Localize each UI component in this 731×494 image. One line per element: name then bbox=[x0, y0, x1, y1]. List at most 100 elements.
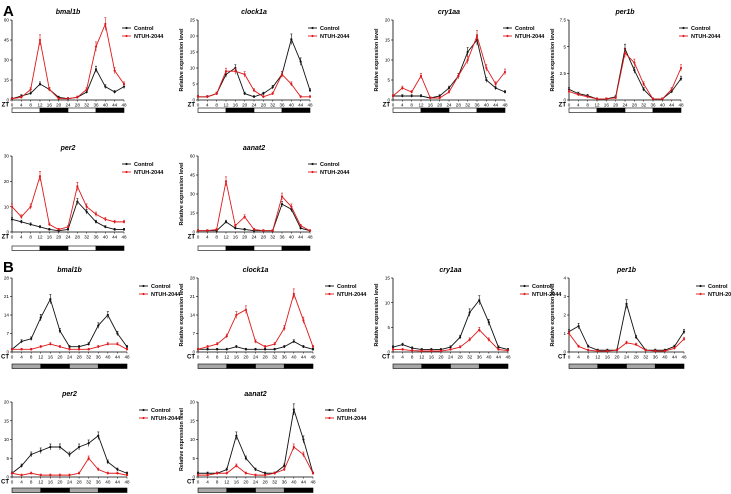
chart-a-cry1aa: cry1aa Relative expression level 0 5 10 15 20 0… bbox=[374, 9, 545, 113]
data-point bbox=[85, 205, 88, 208]
data-point bbox=[623, 51, 627, 55]
data-point bbox=[10, 205, 14, 208]
data-point bbox=[567, 332, 571, 335]
data-point bbox=[290, 38, 293, 41]
x-tick-label: 0 bbox=[392, 103, 395, 108]
x-tick-label: 20 bbox=[242, 103, 248, 108]
x-tick-label: 28 bbox=[77, 480, 83, 485]
chart-b-clock1a: clock1a Relative expression level 0 7 14 21 28… bbox=[179, 267, 367, 369]
y-tick-label: 2 bbox=[563, 313, 566, 318]
x-tick-label: 4 bbox=[20, 103, 23, 108]
data-point bbox=[252, 228, 256, 231]
x-tick-label: 16 bbox=[428, 103, 434, 108]
data-point bbox=[87, 442, 90, 445]
data-point bbox=[49, 445, 52, 449]
data-point bbox=[29, 92, 32, 95]
data-point bbox=[679, 66, 683, 70]
y-tick-label: 2.5 bbox=[560, 71, 567, 76]
y-tick-label: 0 bbox=[387, 350, 390, 355]
x-tick-label: 16 bbox=[47, 103, 53, 108]
legend-marker bbox=[142, 408, 145, 412]
data-point bbox=[292, 340, 295, 343]
data-point bbox=[410, 94, 413, 98]
legend-label: NTUH-2044 bbox=[151, 292, 181, 298]
data-point bbox=[503, 70, 507, 74]
data-point bbox=[216, 348, 219, 351]
data-point bbox=[49, 474, 52, 477]
x-axis-prefix: ZT bbox=[383, 103, 391, 109]
data-point bbox=[20, 474, 23, 477]
x-tick-label: 4 bbox=[577, 355, 580, 360]
data-point bbox=[125, 348, 129, 351]
legend-marker bbox=[328, 416, 331, 420]
chart-title: cry1aa bbox=[439, 267, 461, 274]
data-point bbox=[244, 457, 248, 460]
data-point bbox=[243, 92, 246, 95]
x-tick-label: 32 bbox=[465, 103, 471, 108]
x-axis-prefix: CT bbox=[187, 355, 195, 361]
y-tick-label: 20 bbox=[190, 400, 196, 405]
data-point bbox=[30, 337, 33, 340]
data-point bbox=[225, 335, 228, 338]
lighting-bar-segment bbox=[596, 107, 626, 113]
x-tick-label: 0 bbox=[568, 355, 571, 360]
x-tick-label: 28 bbox=[456, 103, 462, 108]
data-point bbox=[215, 228, 218, 231]
chart-b-bmal1b: bmal1bRelative expression level071421280… bbox=[1, 267, 181, 369]
data-point bbox=[106, 313, 109, 317]
data-point bbox=[587, 349, 590, 352]
data-point bbox=[57, 228, 60, 231]
x-tick-label: 40 bbox=[291, 480, 297, 485]
data-point bbox=[642, 82, 645, 86]
lighting-bar-segment bbox=[478, 363, 509, 369]
x-tick-label: 44 bbox=[669, 103, 675, 108]
y-tick-label: 21 bbox=[190, 294, 196, 299]
y-tick-label: 45 bbox=[4, 38, 10, 43]
data-point bbox=[235, 464, 238, 467]
data-point bbox=[77, 345, 81, 348]
data-point bbox=[299, 227, 302, 230]
x-tick-label: 32 bbox=[272, 355, 278, 360]
x-tick-label: 20 bbox=[243, 355, 249, 360]
legend-marker bbox=[142, 292, 145, 296]
x-tick-label: 40 bbox=[289, 103, 295, 108]
data-point bbox=[77, 445, 81, 449]
data-point bbox=[206, 474, 209, 477]
x-tick-label: 44 bbox=[493, 103, 499, 108]
data-point bbox=[113, 90, 116, 94]
data-point bbox=[308, 89, 312, 92]
chart-title: bmal1b bbox=[56, 9, 81, 16]
data-point bbox=[280, 195, 284, 198]
lighting-bar-segment bbox=[654, 363, 685, 369]
lighting-bar-segment bbox=[253, 245, 283, 251]
data-point bbox=[29, 223, 32, 226]
x-tick-label: 36 bbox=[477, 355, 483, 360]
data-point bbox=[234, 227, 237, 230]
y-tick-label: 0 bbox=[192, 98, 195, 103]
x-tick-label: 44 bbox=[496, 355, 502, 360]
chart-a-bmal1b: bmal1bRelative expression level015304560… bbox=[2, 9, 164, 113]
data-point bbox=[234, 70, 237, 73]
data-point bbox=[20, 348, 23, 351]
data-point bbox=[234, 224, 237, 227]
x-tick-label: 40 bbox=[662, 355, 668, 360]
data-point bbox=[58, 445, 62, 449]
data-point bbox=[85, 88, 88, 91]
x-tick-label: 28 bbox=[261, 103, 267, 108]
x-tick-label: 16 bbox=[604, 103, 610, 108]
data-point bbox=[391, 345, 395, 349]
data-point bbox=[401, 86, 404, 90]
data-point bbox=[458, 345, 462, 349]
y-tick-label: 28 bbox=[190, 276, 196, 281]
x-tick-label: 28 bbox=[261, 235, 267, 240]
data-point bbox=[30, 472, 33, 475]
data-point bbox=[49, 298, 52, 301]
y-axis-label: Relative expression level bbox=[179, 407, 185, 471]
chart-title: clock1a bbox=[241, 9, 267, 16]
lighting-bar-segment bbox=[392, 107, 422, 113]
panel-label-b: B bbox=[3, 259, 14, 276]
data-point bbox=[487, 321, 490, 324]
data-point bbox=[39, 474, 42, 477]
series-line bbox=[11, 176, 124, 230]
y-tick-label: 15 bbox=[190, 211, 196, 216]
